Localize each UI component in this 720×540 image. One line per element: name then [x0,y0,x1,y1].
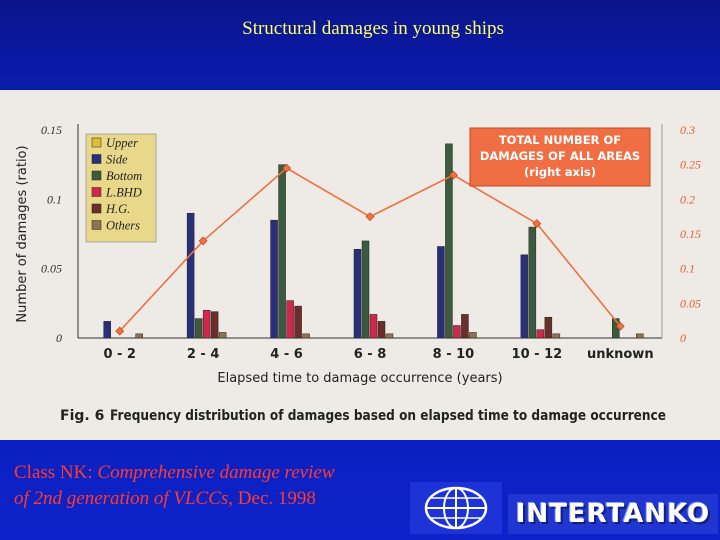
footer-line2-italic: of 2nd generation of VLCCs [14,488,229,509]
total-point [115,326,125,336]
legend-label: Bottom [106,169,142,183]
legend-swatch [91,154,102,164]
chart-figure: 0 0.05 0.1 0.15 0 0.05 0.1 0.15 0.2 0.25 0.3 0 - 2 2… [0,90,720,440]
bar-lbhd [286,300,294,339]
x-tick-label: 2 - 4 [187,347,220,362]
bar-others [636,333,644,339]
total-point [282,163,291,173]
bar-others [218,332,227,339]
legend-label: L.BHD [105,186,142,200]
bar-others [552,333,561,339]
legend-swatch [91,220,102,230]
annotation-line: (right axis) [524,165,596,179]
chart-captions: Number of damages (ratio) Elapsed time to… [15,145,666,424]
bar-hg [544,316,553,339]
total-point [615,321,625,331]
bar-lbhd [202,310,211,339]
footer-credit: Class NK: Comprehensive damage review of… [14,460,414,512]
x-tick-label: 10 - 12 [512,347,563,362]
legend-label: H.G. [105,202,130,216]
y2-tick-label: 0.05 [680,296,701,310]
total-point [198,236,208,246]
footer-org: Class NK: [14,462,93,483]
y2-tick-label: 0.15 [680,227,701,241]
bar-lbhd [369,314,378,339]
globe-icon-svg [424,486,488,530]
chart-legend: Upper Side Bottom L.BHD H.G. Others [85,133,157,243]
y-tick-label: 0 [56,331,62,345]
legend-swatch [91,170,102,181]
bar-bottom [194,318,203,339]
globe-icon [410,482,502,534]
bar-side [353,249,362,339]
chart-ticks: 0 0.05 0.1 0.15 0 0.05 0.1 0.15 0.2 0.25 0.3 0 - 2 2… [41,123,701,362]
legend-swatch [91,137,102,148]
total-point [532,219,542,229]
annotation-rect [469,127,651,187]
legend-label: Others [106,219,140,233]
bar-hg [377,321,386,339]
annotation-box: TOTAL NUMBER OF DAMAGES OF ALL AREAS (righ… [469,127,651,187]
x-tick-label: 8 - 10 [433,347,475,362]
bar-side [270,219,278,339]
total-point [449,170,458,180]
bar-others [469,332,477,339]
x-tick-label: 0 - 2 [103,347,136,362]
x-axis-label: Elapsed time to damage occurrence (years… [217,371,502,386]
bar-bottom [528,226,537,339]
bar-others [385,333,394,339]
x-tick-label: unknown [587,347,654,362]
annotation-line: TOTAL NUMBER OF [499,133,621,147]
x-tick-label: 6 - 8 [354,347,387,362]
y-tick-label: 0.15 [41,123,62,137]
bar-others [135,333,143,339]
bar-side [520,254,529,339]
total-line [119,167,621,332]
y-tick-label: 0.05 [41,262,62,276]
chart-svg: 0 0.05 0.1 0.15 0 0.05 0.1 0.15 0.2 0.25 0.3 0 - 2 2… [15,123,701,424]
chart-bars [103,143,644,339]
bar-hg [210,311,219,339]
bar-side [186,212,195,339]
total-point [365,212,375,222]
bar-hg [461,314,469,339]
bar-bottom [445,143,453,339]
figure-caption: Frequency distribution of damages based … [110,408,666,424]
legend-label: Upper [106,136,138,150]
bar-hg [294,305,302,339]
figure-number: Fig. 6 [60,408,104,424]
y2-tick-label: 0.1 [680,262,695,276]
slide-title: Structural damages in young ships [242,18,504,39]
y-tick-label: 0.1 [47,192,62,206]
y2-tick-label: 0.25 [680,158,701,172]
y2-tick-label: 0 [680,331,686,345]
bar-bottom [278,164,286,339]
footer-line2-rest: , Dec. 1998 [228,488,316,509]
footer-line1: Comprehensive damage review [92,462,335,483]
legend-swatch [91,203,102,214]
y2-tick-label: 0.3 [680,123,695,137]
bar-side [437,246,445,339]
total-damages-line [115,163,625,336]
x-tick-label: 4 - 6 [270,347,303,362]
y-axis-label: Number of damages (ratio) [15,145,30,322]
bar-side [103,321,111,339]
bar-lbhd [453,325,461,339]
legend-label: Side [106,153,128,167]
intertanko-logo: INTERTANKO [508,494,718,534]
legend-swatch [91,187,102,197]
annotation-line: DAMAGES OF ALL AREAS [480,149,640,163]
bar-lbhd [536,329,545,339]
y2-tick-label: 0.2 [680,192,695,206]
bar-bottom [361,240,370,339]
bar-others [302,333,310,339]
